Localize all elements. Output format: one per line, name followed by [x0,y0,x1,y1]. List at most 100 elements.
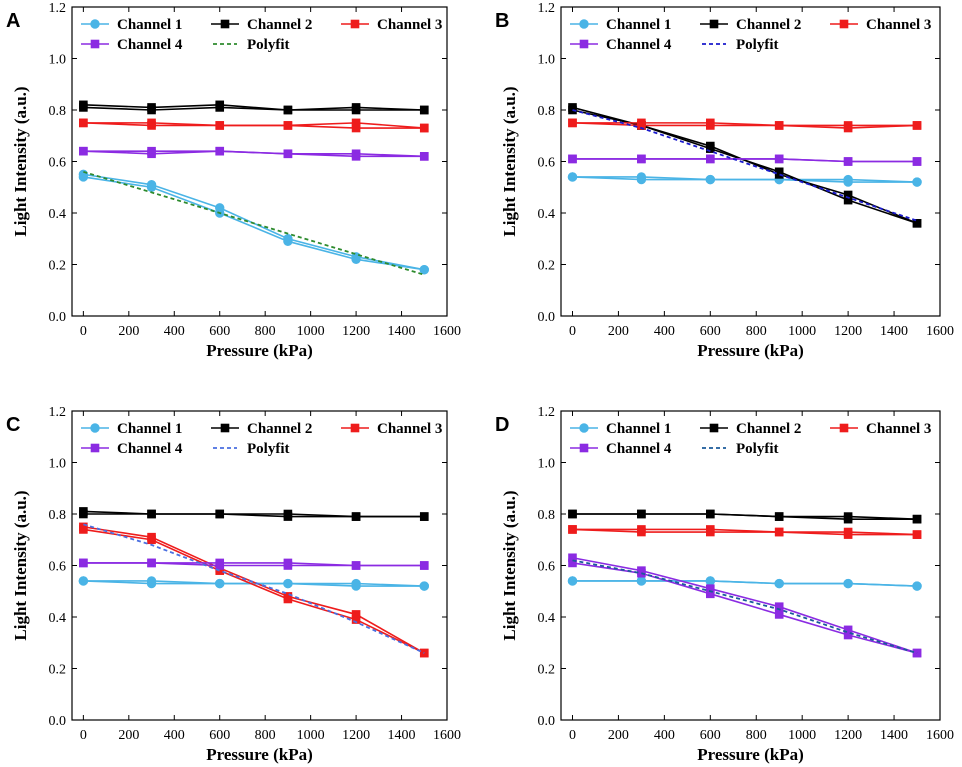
series-line-return [83,176,425,271]
data-point [79,118,88,128]
data-point [351,581,361,591]
legend-item: Channel 1 [81,17,182,33]
data-point [147,149,156,159]
series-line [572,556,918,654]
series-channel-4 [568,154,922,166]
series-channel-3 [79,118,429,133]
series-line-return [83,122,425,129]
data-point [215,561,225,570]
x-tick-label: 400 [654,324,675,339]
legend-label: Polyfit [736,37,779,53]
x-tick-label: 200 [608,728,629,743]
x-tick-label: 1600 [433,324,461,339]
legend-item: Polyfit [213,441,290,457]
legend-label: Channel 2 [247,421,312,437]
data-point [774,121,784,130]
data-point [419,581,429,591]
legend-marker [350,19,360,29]
data-point [774,578,784,589]
x-tick-label: 1600 [433,728,461,743]
data-point [568,558,577,568]
y-tick-label: 0.2 [538,259,556,274]
series-line-return [83,106,425,111]
data-point [637,509,646,519]
panel-label: B [495,10,509,32]
series-channel-3 [568,525,922,539]
data-point [283,578,293,589]
series-channel-2 [568,509,922,524]
x-tick-label: 0 [569,728,576,743]
data-point [215,103,225,112]
x-axis-title: Pressure (kPa) [206,745,313,764]
data-point [706,509,715,519]
legend-label: Polyfit [736,441,779,457]
polyfit-line [83,170,425,276]
data-point [215,578,225,589]
legend-label: Channel 2 [736,17,801,33]
polyfit-line [572,109,918,222]
data-point [79,558,88,568]
data-point [705,174,716,185]
data-point [567,172,578,182]
data-point [912,157,922,166]
y-tick-label: 0.4 [538,207,556,222]
y-tick-label: 0.8 [49,104,67,119]
x-tick-label: 1400 [880,324,908,339]
x-tick-label: 1400 [388,324,416,339]
data-point [843,177,853,187]
series-channel-1 [567,576,922,591]
data-point [912,177,922,187]
panel-a: 0 200 400 600 800 1000 1200 1400 1600 0.0 0.2 0.4 0.… [6,1,461,360]
data-point [79,103,88,112]
data-point [351,615,361,624]
legend-item: Channel 1 [81,421,182,437]
series-channel-4 [79,146,429,161]
polyfit-line [83,523,425,654]
data-point [636,174,647,185]
x-tick-label: 800 [746,728,767,743]
data-point [774,610,784,619]
legend: Channel 1 Channel 2 Channel 3 Channel 4 Poly… [81,421,442,457]
legend-item: Channel 2 [211,421,312,437]
data-point [706,527,715,537]
x-tick-label: 200 [118,324,139,339]
data-point [351,105,361,115]
data-point [147,558,156,568]
x-tick-label: 1200 [834,728,862,743]
data-point [637,154,646,164]
data-point [912,581,922,591]
y-axis-title: Light Intensity (a.u.) [11,490,30,640]
x-tick-label: 1000 [297,324,325,339]
data-point [774,167,784,177]
legend-label: Channel 1 [606,17,671,33]
y-tick-label: 0.6 [49,560,67,575]
x-tick-label: 1600 [926,324,954,339]
x-axis-title: Pressure (kPa) [697,745,804,764]
legend-item: Channel 4 [570,441,672,457]
y-tick-label: 0.2 [538,663,556,678]
y-tick-label: 0.2 [49,663,67,678]
y-axis-title: Light Intensity (a.u.) [500,86,519,236]
data-point [568,525,577,534]
polyfit-line [572,559,918,654]
legend-item: Polyfit [702,37,779,53]
data-point [843,530,853,539]
data-point [79,509,88,519]
legend-label: Channel 4 [606,37,672,53]
y-tick-label: 0.4 [49,207,67,222]
legend-marker [579,19,589,29]
data-point [912,514,922,524]
data-point [843,514,853,524]
legend-marker [90,39,100,49]
x-tick-label: 400 [654,728,675,743]
legend-marker [839,19,849,29]
x-tick-label: 1400 [880,728,908,743]
data-point [283,236,293,247]
data-point [147,535,156,545]
legend: Channel 1 Channel 2 Channel 3 Channel 4 Poly… [81,17,442,53]
x-tick-label: 800 [746,324,767,339]
data-point [283,512,293,521]
data-point [706,154,715,164]
legend-label: Channel 3 [866,421,931,437]
